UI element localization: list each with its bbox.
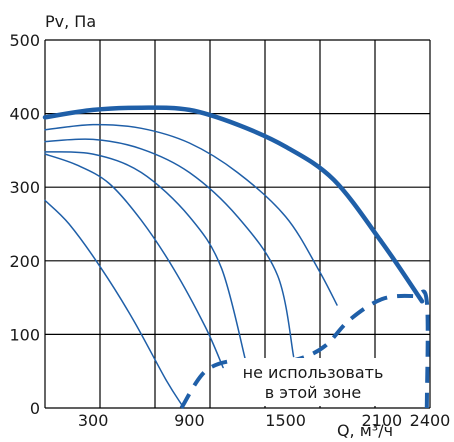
annotation-line-2: в этой зоне	[265, 383, 362, 402]
x-axis-label: Q, м³/ч	[337, 421, 393, 440]
performance-curve-1	[44, 123, 338, 306]
y-tick-label: 200	[9, 252, 40, 271]
x-tick-label: 2400	[410, 411, 451, 430]
y-tick-label: 300	[9, 178, 40, 197]
performance-curve-3	[44, 151, 247, 361]
y-tick-label: 0	[30, 399, 40, 418]
y-axis-label: Pv, Па	[45, 12, 96, 31]
y-tick-label: 100	[9, 325, 40, 344]
tick-labels: 0 100 200 300 400 500 300 900 1500 2100 2400	[9, 31, 450, 430]
performance-curve-4	[44, 153, 224, 369]
grid	[44, 39, 431, 409]
annotation-background	[232, 358, 394, 406]
operating-limit-curve	[179, 289, 430, 410]
annotation-line-1: не использовать	[243, 363, 384, 382]
performance-curve-5	[44, 199, 183, 406]
max-performance-curve	[42, 105, 425, 304]
x-tick-label: 1500	[265, 411, 306, 430]
y-tick-label: 500	[9, 31, 40, 50]
curves	[42, 105, 430, 410]
y-tick-label: 400	[9, 105, 40, 124]
x-tick-label: 2100	[362, 411, 403, 430]
performance-curve-2	[44, 138, 295, 358]
x-tick-label: 900	[174, 411, 205, 430]
x-tick-label: 300	[78, 411, 109, 430]
